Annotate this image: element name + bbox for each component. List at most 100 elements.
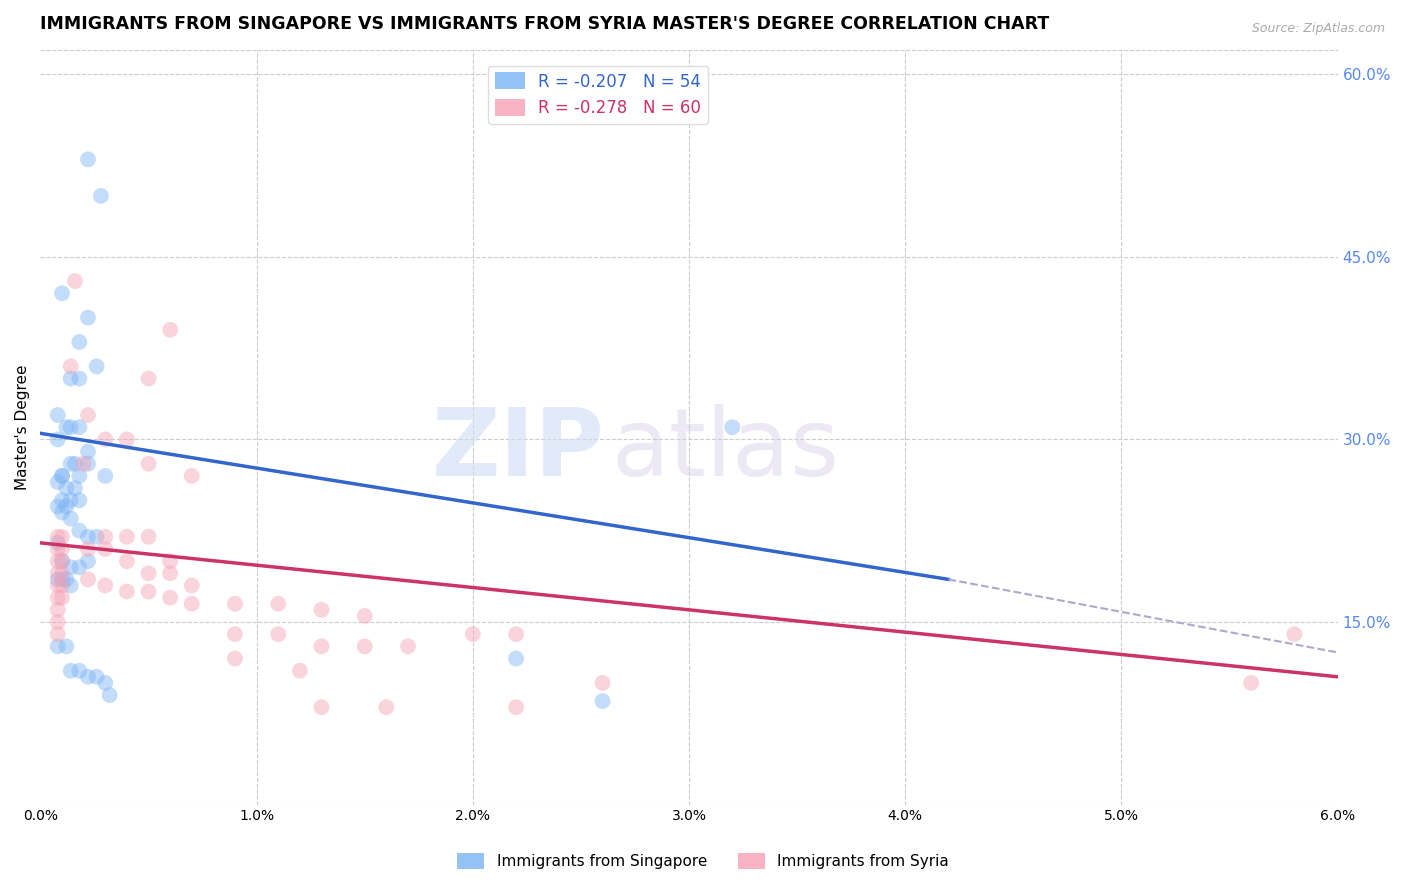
Point [159,566,181,581]
Point [46,640,69,654]
Point [46,530,69,544]
Point [159,554,181,568]
Point [51,554,73,568]
Point [51,530,73,544]
Point [77,670,100,684]
Point [51,493,73,508]
Point [505,651,527,665]
Point [46,475,69,489]
Point [51,469,73,483]
Point [59,493,82,508]
Point [77,530,100,544]
Point [267,627,290,641]
Point [46,500,69,514]
Point [77,541,100,556]
Point [77,573,100,587]
Point [55,640,77,654]
Point [180,597,202,611]
Point [311,700,333,714]
Point [46,408,69,422]
Point [138,584,160,599]
Point [73,457,96,471]
Point [224,651,246,665]
Point [396,640,419,654]
Point [115,530,138,544]
Point [94,541,117,556]
Point [55,573,77,587]
Point [67,469,90,483]
Point [138,457,160,471]
Point [90,189,112,203]
Point [46,627,69,641]
Point [46,603,69,617]
Point [86,670,108,684]
Point [46,536,69,550]
Point [1284,627,1306,641]
Point [224,627,246,641]
Point [77,153,100,167]
Point [51,541,73,556]
Point [46,566,69,581]
Point [46,591,69,605]
Point [94,676,117,690]
Point [51,578,73,592]
Point [59,371,82,385]
Text: atlas: atlas [612,404,839,496]
Point [67,371,90,385]
Point [86,530,108,544]
Point [138,371,160,385]
Point [55,500,77,514]
Point [51,573,73,587]
Point [138,566,160,581]
Point [86,359,108,374]
Point [55,420,77,434]
Point [67,560,90,574]
Point [77,554,100,568]
Point [77,310,100,325]
Point [59,511,82,525]
Point [77,408,100,422]
Point [59,578,82,592]
Point [77,457,100,471]
Point [67,420,90,434]
Point [63,481,86,495]
Point [46,541,69,556]
Point [505,627,527,641]
Point [67,664,90,678]
Point [115,554,138,568]
Legend: Immigrants from Singapore, Immigrants from Syria: Immigrants from Singapore, Immigrants fr… [451,847,955,875]
Point [51,505,73,519]
Point [46,578,69,592]
Legend: R = -0.207   N = 54, R = -0.278   N = 60: R = -0.207 N = 54, R = -0.278 N = 60 [488,66,709,124]
Point [115,584,138,599]
Point [159,591,181,605]
Point [267,597,290,611]
Point [353,640,375,654]
Point [311,640,333,654]
Point [51,286,73,301]
Point [46,573,69,587]
Point [59,420,82,434]
Text: Source: ZipAtlas.com: Source: ZipAtlas.com [1251,22,1385,36]
Point [98,688,121,702]
Point [67,524,90,538]
Point [1240,676,1263,690]
Point [59,359,82,374]
Point [353,608,375,623]
Point [51,469,73,483]
Point [461,627,484,641]
Point [59,560,82,574]
Text: IMMIGRANTS FROM SINGAPORE VS IMMIGRANTS FROM SYRIA MASTER'S DEGREE CORRELATION C: IMMIGRANTS FROM SINGAPORE VS IMMIGRANTS … [41,15,1050,33]
Point [505,700,527,714]
Point [46,554,69,568]
Point [59,664,82,678]
Point [51,591,73,605]
Point [375,700,398,714]
Point [46,433,69,447]
Point [180,469,202,483]
Point [138,530,160,544]
Point [721,420,744,434]
Point [51,554,73,568]
Point [59,457,82,471]
Point [115,433,138,447]
